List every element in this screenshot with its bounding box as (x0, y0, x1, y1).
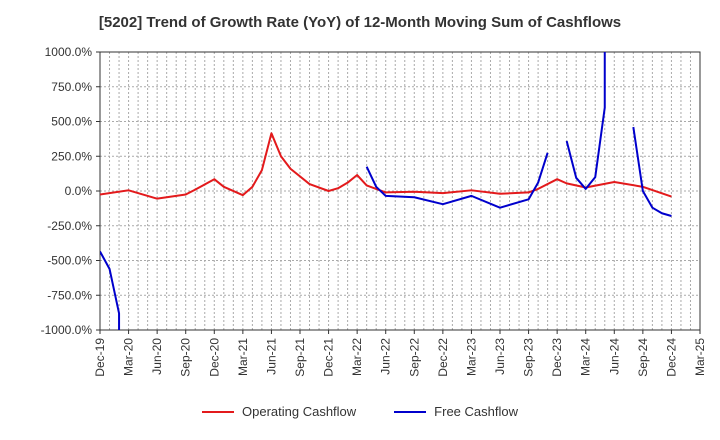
y-tick-label: 0.0% (65, 184, 93, 198)
y-tick-label: 1000.0% (45, 45, 93, 59)
x-tick-label: Dec-20 (207, 338, 221, 377)
x-tick-label: Mar-21 (236, 338, 250, 376)
x-tick-label: Jun-20 (150, 338, 164, 375)
legend-swatch-free-cashflow (394, 410, 427, 413)
series-line-free-cashflow (565, 52, 606, 190)
x-tick-label: Jun-23 (493, 338, 507, 375)
x-tick-label: Sep-22 (407, 338, 421, 377)
series-layer (100, 52, 672, 330)
y-tick-label: -1000.0% (41, 323, 93, 337)
x-tick-label: Jun-21 (264, 338, 278, 375)
y-tick-label: 250.0% (51, 149, 92, 163)
y-tick-label: -500.0% (47, 254, 92, 268)
series-line-free-cashflow (100, 250, 121, 330)
series-line-free-cashflow (632, 126, 672, 217)
x-tick-label: Dec-24 (664, 338, 678, 377)
axis-layer: -1000.0% -750.0% -500.0% -250.0% 0.0% 250.0% 5… (41, 45, 707, 377)
legend: Operating Cashflow Free Cashflow (0, 404, 720, 419)
legend-label-operating-cashflow: Operating Cashflow (242, 404, 357, 419)
x-tick-label: Sep-21 (293, 338, 307, 377)
x-tick-label: Sep-24 (636, 338, 650, 377)
x-tick-label: Sep-20 (179, 338, 193, 377)
x-tick-label: Dec-23 (550, 338, 564, 377)
y-tick-label: 750.0% (51, 80, 92, 94)
series-line-operating-cashflow (100, 132, 672, 200)
legend-label-free-cashflow: Free Cashflow (434, 404, 518, 419)
x-tick-label: Dec-22 (436, 338, 450, 377)
series-line-free-cashflow (365, 152, 549, 209)
x-tick-label: Dec-19 (93, 338, 107, 377)
legend-swatch-operating-cashflow (202, 410, 234, 413)
y-tick-label: -250.0% (47, 219, 92, 233)
x-tick-label: Mar-22 (350, 338, 364, 376)
x-tick-label: Mar-20 (122, 338, 136, 376)
plot-frame (99, 51, 701, 331)
x-tick-label: Mar-24 (579, 338, 593, 376)
y-tick-label: 500.0% (51, 115, 92, 129)
x-tick-label: Sep-23 (522, 338, 536, 377)
x-tick-label: Mar-23 (464, 338, 478, 376)
x-tick-label: Jun-24 (607, 338, 621, 375)
x-tick-label: Jun-22 (379, 338, 393, 375)
y-tick-label: -750.0% (47, 288, 92, 302)
legend-item-operating-cashflow: Operating Cashflow (202, 404, 356, 419)
x-tick-label: Mar-25 (693, 338, 707, 376)
legend-item-free-cashflow: Free Cashflow (394, 404, 518, 419)
x-tick-label: Dec-21 (322, 338, 336, 377)
grid-layer (99, 51, 701, 331)
chart-title: [5202] Trend of Growth Rate (YoY) of 12-… (98, 14, 622, 31)
